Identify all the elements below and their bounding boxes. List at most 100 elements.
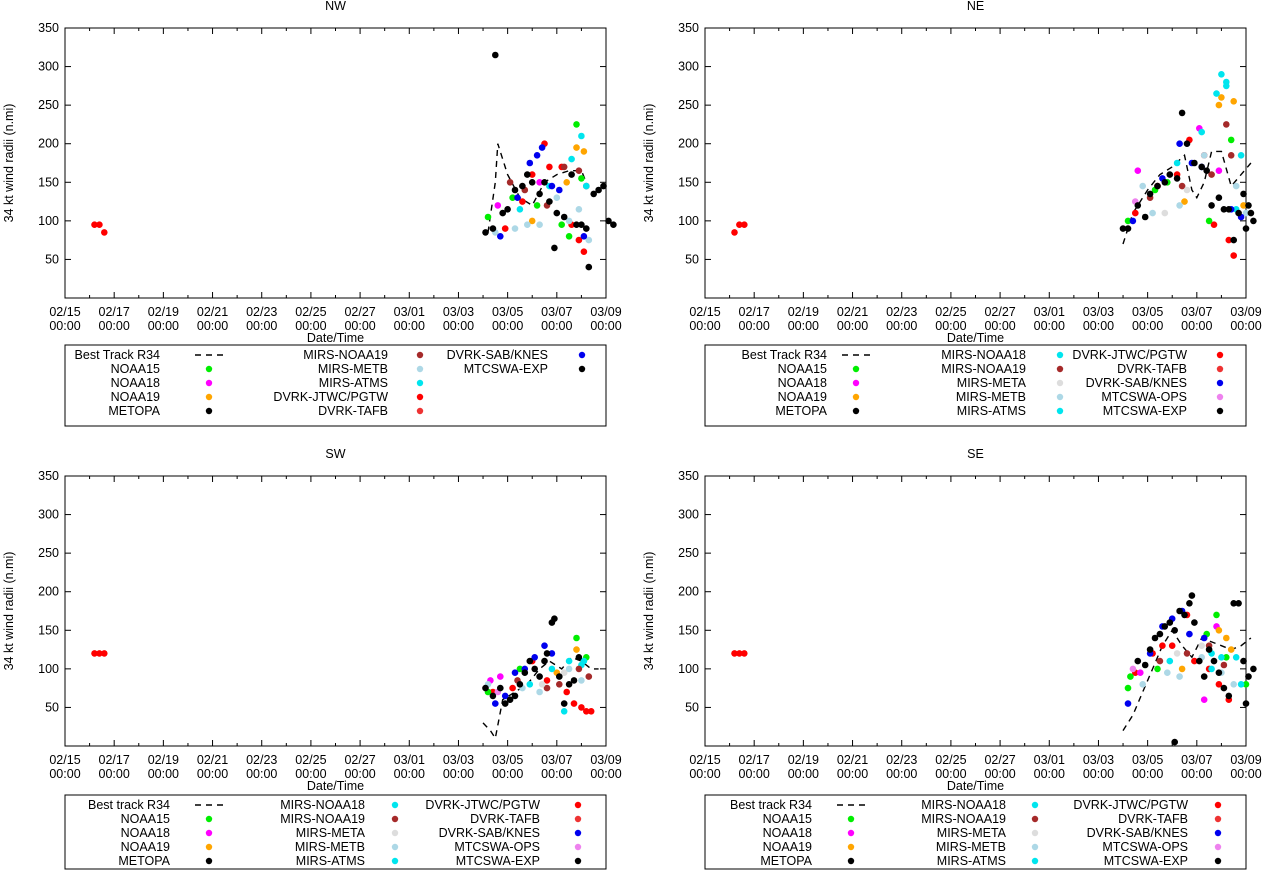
point-mirs-noaa19: [506, 179, 514, 186]
point-dvrk-sab-knes: [492, 700, 499, 707]
point-mtcswa-exp: [1205, 646, 1213, 653]
point-mtcswa-exp: [511, 692, 519, 700]
point-mtcswa-exp: [504, 206, 511, 213]
y-tick-label: 350: [38, 469, 59, 483]
legend-marker: [1031, 829, 1039, 837]
point-mirs-noaa19: [556, 681, 563, 688]
legend-marker: [1056, 379, 1064, 387]
point-mtcswa-exp: [1200, 673, 1208, 680]
point-mtcswa-exp: [1196, 657, 1203, 665]
point-mirs-atms: [580, 657, 588, 665]
point-mtcswa-exp: [1230, 600, 1237, 607]
point-mtcswa-exp: [1186, 600, 1193, 607]
legend-label: DVRK-JTWC/PGTW: [1073, 798, 1188, 812]
point-noaa15: [1205, 217, 1213, 225]
point-dvrk-sab-knes: [1124, 700, 1132, 707]
y-tick-label: 350: [38, 21, 59, 35]
point-dvrk-jtwc-pgtw: [1225, 236, 1233, 244]
x-tick-label: 00:00: [1083, 319, 1114, 333]
legend-label: MIRS-NOAA19: [280, 812, 365, 826]
x-tick-label: 02/23: [886, 753, 917, 767]
point-noaa18: [1134, 167, 1142, 174]
point-noaa19: [1223, 634, 1230, 642]
x-tick-label: 03/09: [1230, 305, 1261, 319]
point-noaa15: [533, 202, 541, 209]
point-noaa19: [573, 144, 580, 151]
x-tick-label: 03/05: [1132, 305, 1163, 319]
x-tick-label: 00:00: [197, 767, 228, 781]
point-mirs-noaa19: [543, 684, 551, 692]
point-mirs-noaa19: [1208, 171, 1215, 178]
x-tick-label: 00:00: [1181, 767, 1212, 781]
y-axis-label: 34 kt wind radii (n.mi): [642, 552, 656, 671]
legend-marker: [205, 407, 213, 415]
point-mirs-atms: [1232, 654, 1240, 661]
point-noaa15: [1223, 654, 1230, 661]
point-dvrk-jtwc-pgtw: [731, 229, 738, 236]
point-mtcswa-exp: [1242, 700, 1250, 707]
legend-label: NOAA15: [778, 362, 827, 376]
x-tick-label: 00:00: [246, 319, 277, 333]
legend-marker: [416, 407, 424, 415]
panel-sw: SW 34 kt wind radii (n.mi) 50 100 150 200 250 3…: [2, 447, 622, 870]
y-tick-label: 200: [38, 585, 59, 599]
x-tick-label: 00:00: [541, 319, 572, 333]
point-mirs-metb: [1139, 182, 1146, 190]
legend-label: DVRK-SAB/KNES: [439, 826, 540, 840]
x-tick-label: 02/17: [99, 305, 130, 319]
x-tick-label: 02/25: [295, 753, 326, 767]
point-mtcswa-exp: [1250, 665, 1257, 673]
point-noaa18: [497, 673, 504, 680]
point-mirs-noaa19: [1156, 657, 1164, 665]
legend-label: NOAA18: [121, 826, 170, 840]
legend-marker: [578, 351, 586, 359]
point-dvrk-sab-knes: [511, 669, 519, 676]
point-mtcswa-exp: [526, 657, 534, 665]
point-dvrk-jtwc-pgtw: [101, 650, 108, 657]
x-tick-label: 02/23: [886, 305, 917, 319]
y-tick-label: 50: [685, 700, 699, 714]
x-tick-label: 03/07: [1181, 305, 1212, 319]
point-mtcswa-exp: [1156, 630, 1164, 638]
point-dvrk-jtwc-pgtw: [578, 704, 585, 711]
y-tick-label: 100: [678, 214, 699, 228]
point-mtcswa-exp: [553, 209, 561, 217]
x-tick-label: 00:00: [492, 319, 523, 333]
point-dvrk-jtwc-pgtw: [563, 688, 570, 696]
point-noaa15: [578, 175, 585, 182]
legend-label: DVRK-TAFB: [1117, 362, 1187, 376]
x-tick-label: 02/17: [739, 753, 770, 767]
legend-label: MIRS-ATMS: [957, 404, 1026, 418]
legend-label: NOAA18: [763, 826, 812, 840]
point-noaa19: [563, 179, 570, 186]
panel-title: SE: [967, 447, 984, 461]
point-noaa15: [1242, 681, 1250, 688]
x-tick-label: 00:00: [935, 319, 966, 333]
legend-label: DVRK-SAB/KNES: [447, 348, 548, 362]
point-mirs-noaa19: [575, 167, 583, 174]
point-mtcswa-exp: [570, 677, 578, 684]
x-tick-label: 02/17: [739, 305, 770, 319]
point-noaa18: [1137, 669, 1144, 676]
point-mirs-metb: [565, 217, 573, 225]
x-tick-label: 02/21: [197, 305, 228, 319]
x-tick-label: 02/21: [837, 305, 868, 319]
point-noaa15: [565, 233, 573, 240]
point-dvrk-jtwc-pgtw: [509, 684, 516, 692]
legend-marker: [852, 365, 860, 373]
legend-marker: [1056, 393, 1064, 401]
point-noaa18: [536, 179, 543, 186]
point-mtcswa-exp: [521, 669, 529, 676]
x-tick-label: 03/07: [1181, 753, 1212, 767]
y-tick-label: 300: [38, 60, 59, 74]
point-dvrk-sab-knes: [541, 642, 548, 649]
x-tick-label: 03/03: [443, 305, 474, 319]
point-mtcswa-exp: [1247, 209, 1255, 217]
y-tick-label: 100: [678, 662, 699, 676]
point-dvrk-jtwc-pgtw: [91, 650, 98, 657]
point-dvrk-jtwc-pgtw: [587, 708, 595, 715]
legend-label: MTCSWA-EXP: [1104, 854, 1188, 868]
point-mtcswa-exp: [1220, 206, 1228, 213]
legend-marker: [847, 857, 855, 865]
